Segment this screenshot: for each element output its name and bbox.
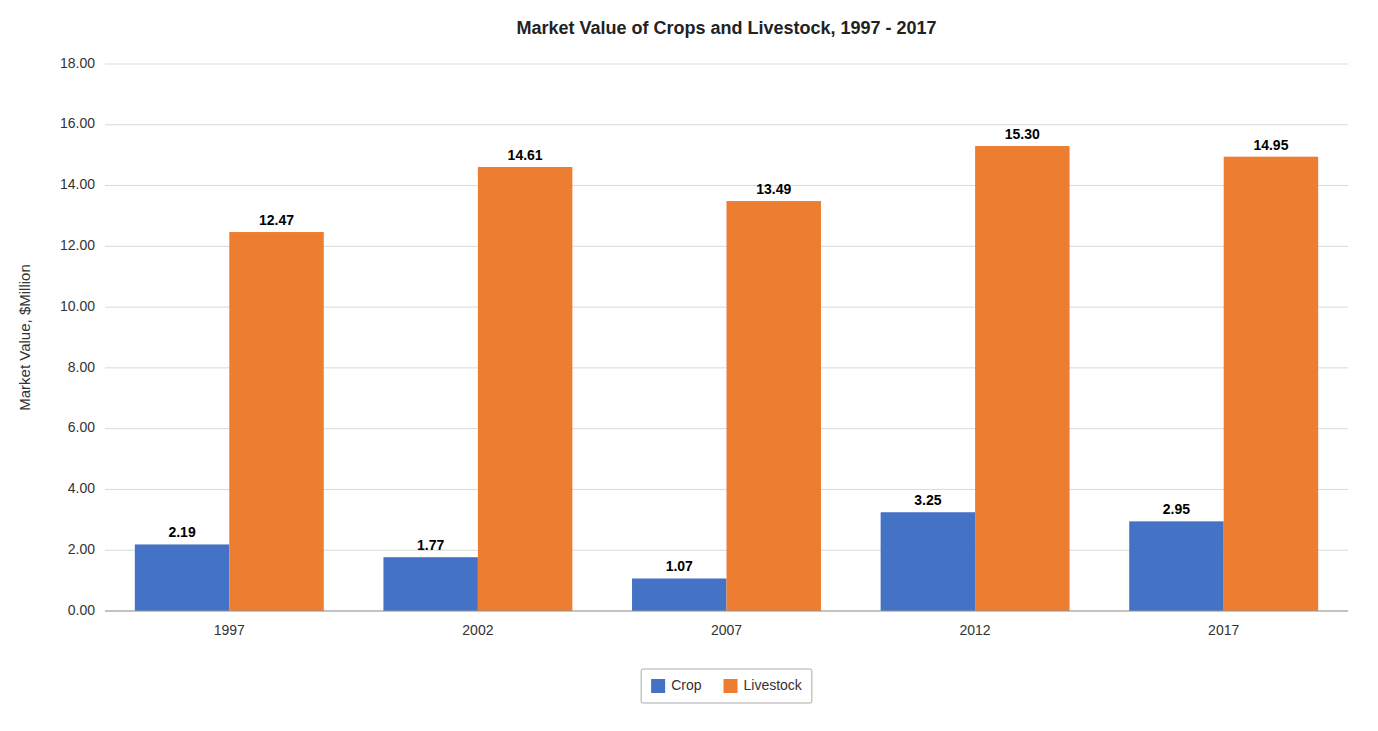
data-label: 12.47 <box>259 212 294 228</box>
y-tick-label: 2.00 <box>68 541 95 557</box>
data-label: 1.07 <box>666 558 693 574</box>
bar <box>1224 157 1318 611</box>
bar <box>727 201 821 611</box>
data-label: 13.49 <box>756 181 791 197</box>
y-ticks: 0.00 2.00 4.00 6.00 8.00 10.00 12.00 14.00 16.00… <box>60 55 95 618</box>
legend: Crop Livestock <box>641 669 812 703</box>
y-tick-label: 4.00 <box>68 480 95 496</box>
x-axis-line <box>105 611 1348 612</box>
bar <box>135 544 229 611</box>
grid-line <box>105 611 1348 612</box>
bars <box>135 146 1318 611</box>
x-tick-label: 1997 <box>214 622 245 638</box>
legend-label: Crop <box>671 677 702 693</box>
chart: 0.00 2.00 4.00 6.00 8.00 10.00 12.00 14.00 16.00… <box>0 0 1378 731</box>
data-labels: 2.19 1.77 1.07 3.25 2.95 12.47 14.61 13.49 15.30… <box>168 126 1288 574</box>
y-tick-label: 18.00 <box>60 55 95 71</box>
y-tick-label: 14.00 <box>60 176 95 192</box>
y-tick-label: 8.00 <box>68 359 95 375</box>
x-tick-label: 2007 <box>711 622 742 638</box>
y-tick-label: 0.00 <box>68 602 95 618</box>
title: Market Value of Crops and Livestock, 199… <box>516 18 936 38</box>
legend-swatch <box>724 679 738 693</box>
bar <box>478 167 572 611</box>
data-label: 15.30 <box>1005 126 1040 142</box>
data-label: 2.19 <box>168 524 195 540</box>
data-label: 2.95 <box>1163 501 1190 517</box>
bar <box>1129 521 1223 611</box>
grid-line <box>105 124 1348 125</box>
legend-label: Livestock <box>744 677 803 693</box>
y-axis-label: Market Value, $Million <box>16 264 33 410</box>
bar <box>383 557 477 611</box>
bar <box>975 146 1069 611</box>
bar <box>881 512 975 611</box>
data-label: 14.61 <box>508 147 543 163</box>
y-tick-label: 10.00 <box>60 298 95 314</box>
bar <box>229 232 323 611</box>
legend-frame <box>641 669 812 703</box>
y-tick-label: 6.00 <box>68 419 95 435</box>
data-label: 3.25 <box>914 492 941 508</box>
legend-swatch <box>651 679 665 693</box>
grid-line <box>105 185 1348 186</box>
grid <box>105 64 1348 611</box>
x-tick-label: 2017 <box>1208 622 1239 638</box>
y-tick-label: 12.00 <box>60 237 95 253</box>
grid-line <box>105 64 1348 65</box>
data-label: 14.95 <box>1253 137 1288 153</box>
bar <box>632 578 726 611</box>
data-label: 1.77 <box>417 537 444 553</box>
y-tick-label: 16.00 <box>60 115 95 131</box>
x-tick-label: 2002 <box>462 622 493 638</box>
x-tick-label: 2012 <box>960 622 991 638</box>
x-ticks: 1997 2002 2007 2012 2017 <box>214 622 1240 638</box>
